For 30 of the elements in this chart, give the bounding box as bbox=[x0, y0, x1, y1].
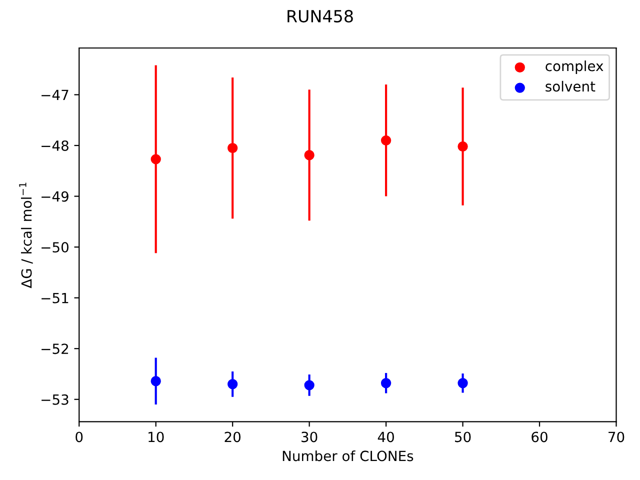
point bbox=[150, 154, 161, 164]
point bbox=[380, 135, 392, 146]
chart-title: RUN458 bbox=[288, 10, 353, 22]
point bbox=[380, 378, 392, 388]
legend-label: solvent bbox=[546, 80, 596, 92]
y-tick-label: −50 bbox=[42, 242, 68, 253]
y-tick-label: −52 bbox=[42, 344, 68, 354]
x-axis-title: Number of CLONEs bbox=[282, 450, 414, 462]
point bbox=[458, 141, 468, 152]
point bbox=[458, 378, 468, 388]
y-tick-label: −49 bbox=[42, 191, 68, 202]
point bbox=[228, 379, 238, 390]
y-axis-title: ΔG / kcal mol$^{−1}$ bbox=[19, 182, 33, 288]
x-tick-label: 20 bbox=[224, 432, 241, 442]
legend-label: complex bbox=[546, 60, 604, 74]
x-tick-label: 70 bbox=[608, 432, 624, 442]
x-tick-label: 50 bbox=[455, 432, 471, 442]
x-tick-label: 0 bbox=[76, 432, 83, 442]
point bbox=[304, 150, 314, 160]
point bbox=[228, 142, 238, 154]
x-tick-label: 30 bbox=[302, 432, 318, 442]
point bbox=[150, 376, 161, 386]
point bbox=[304, 380, 314, 390]
y-tick-label: −47 bbox=[42, 90, 68, 100]
x-tick-label: 40 bbox=[378, 432, 394, 442]
y-tick-label: −53 bbox=[42, 394, 68, 405]
x-tick-label: 60 bbox=[532, 432, 548, 442]
y-tick-label: −48 bbox=[42, 140, 68, 151]
x-tick-label: 10 bbox=[148, 432, 164, 442]
y-tick-label: −51 bbox=[42, 292, 68, 304]
